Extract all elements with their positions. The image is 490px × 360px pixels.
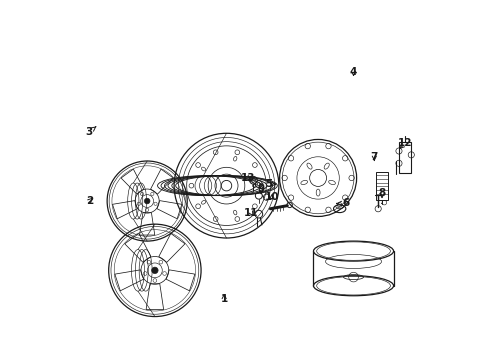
Text: 3: 3 [86,127,96,137]
Text: 2: 2 [86,196,93,206]
Text: 1: 1 [220,294,228,304]
Text: 7: 7 [370,152,378,162]
Text: 10: 10 [265,192,279,202]
Bar [399,142,411,172]
Text: 6: 6 [337,198,349,208]
Circle shape [145,198,150,204]
Text: 5: 5 [265,179,275,189]
Circle shape [151,267,158,274]
Bar [376,172,388,199]
Text: 4: 4 [350,67,357,77]
Text: 9: 9 [258,184,265,194]
Text: 12: 12 [398,138,413,148]
Text: 8: 8 [378,188,386,198]
Text: 13: 13 [241,173,255,183]
Text: 11: 11 [244,208,258,217]
